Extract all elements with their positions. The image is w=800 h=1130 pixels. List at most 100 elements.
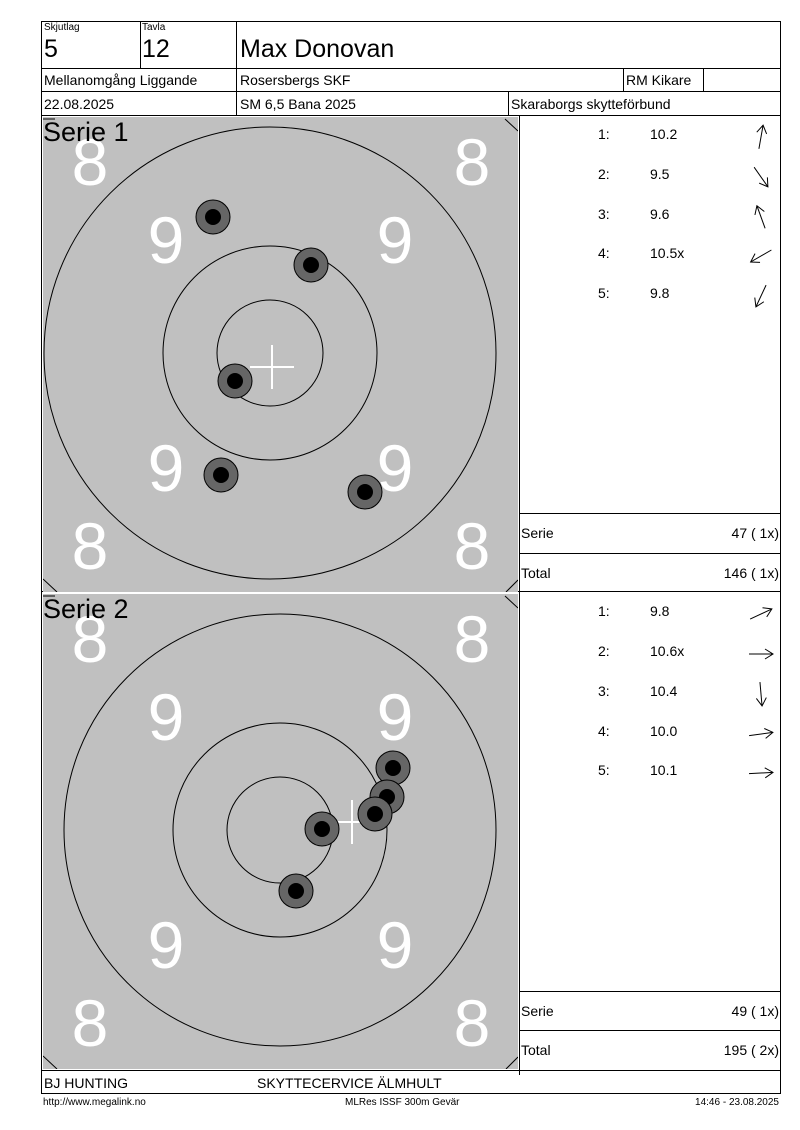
serie-sum-row: Serie 47 ( 1x) bbox=[521, 514, 779, 553]
shot-hole bbox=[304, 811, 340, 847]
federation-label: Skaraborgs skytteförbund bbox=[511, 96, 671, 112]
club-label: Rosersbergs SKF bbox=[240, 72, 351, 88]
total-label: Total bbox=[521, 565, 551, 581]
tavla-value: 12 bbox=[142, 35, 170, 63]
tavla-label: Tavla bbox=[142, 22, 166, 33]
shot-hole bbox=[347, 474, 383, 510]
shot-value: 9.5 bbox=[650, 166, 670, 182]
shot-number: 4: bbox=[598, 245, 610, 261]
ring-number-8: 8 bbox=[72, 986, 109, 1060]
shot-value: 10.1 bbox=[650, 762, 678, 778]
ring-number-8: 8 bbox=[72, 602, 109, 676]
serie-sum-row: Serie 49 ( 1x) bbox=[521, 992, 779, 1031]
shot-row: 4: 10.0 bbox=[598, 723, 778, 743]
footer-url[interactable]: http://www.megalink.no bbox=[43, 1097, 146, 1108]
serie-value: 49 ( 1x) bbox=[731, 1003, 779, 1019]
arrow-right-icon bbox=[748, 767, 774, 779]
shot-number: 3: bbox=[598, 206, 610, 222]
arrow-up-left-icon bbox=[754, 204, 766, 229]
ring-number-8: 8 bbox=[454, 602, 491, 676]
shot-number: 5: bbox=[598, 762, 610, 778]
ring-number-8: 8 bbox=[72, 125, 109, 199]
shot-number: 3: bbox=[598, 683, 610, 699]
serie-title: Serie 1 bbox=[43, 117, 129, 147]
target-face: 8 8 8 8 9 9 9 9 bbox=[43, 117, 518, 592]
target-serie-1: 8 8 8 8 9 9 9 9 Serie 1 bbox=[43, 117, 518, 592]
ring-number-9: 9 bbox=[377, 431, 414, 505]
skjutlag-label: Skjutlag bbox=[44, 22, 80, 33]
ring-number-9: 9 bbox=[148, 203, 185, 277]
shot-value: 10.5x bbox=[650, 245, 685, 261]
shot-holes bbox=[195, 199, 383, 510]
ring-number-9: 9 bbox=[377, 908, 414, 982]
shot-value: 9.6 bbox=[650, 206, 670, 222]
competition-label: SM 6,5 Bana 2025 bbox=[240, 96, 356, 112]
shot-hole bbox=[278, 873, 314, 909]
arrow-down-right-icon bbox=[753, 166, 769, 188]
ring-number-9: 9 bbox=[377, 680, 414, 754]
arrow-right-icon bbox=[749, 648, 774, 660]
target-rings bbox=[63, 613, 497, 1047]
shot-hole bbox=[203, 457, 239, 493]
ring-number-8: 8 bbox=[454, 986, 491, 1060]
aim-cross bbox=[250, 345, 294, 389]
shot-row: 3: 10.4 bbox=[598, 682, 778, 707]
serie-label: Serie bbox=[521, 525, 554, 541]
shot-value: 10.4 bbox=[650, 683, 678, 699]
shot-holes bbox=[278, 750, 411, 909]
shot-number: 4: bbox=[598, 723, 610, 739]
shot-row: 5: 10.1 bbox=[598, 762, 778, 782]
shot-value: 9.8 bbox=[650, 603, 670, 619]
skjutlag-value: 5 bbox=[44, 35, 58, 63]
total-value: 195 ( 2x) bbox=[723, 1042, 779, 1058]
serie-label: Serie bbox=[521, 1003, 554, 1019]
shot-number: 5: bbox=[598, 285, 610, 301]
serie-value: 47 ( 1x) bbox=[731, 525, 779, 541]
shot-value: 10.0 bbox=[650, 723, 678, 739]
target-serie-2: 8 8 8 8 9 9 9 9 Serie 2 bbox=[43, 594, 518, 1069]
ring-number-9: 9 bbox=[148, 908, 185, 982]
shooter-name: Max Donovan bbox=[240, 35, 395, 63]
sponsor-right: SKYTTECERVICE ÄLMHULT bbox=[257, 1075, 442, 1091]
shot-row: 1: 9.8 bbox=[598, 603, 778, 623]
ring-number-8: 8 bbox=[454, 125, 491, 199]
shot-number: 2: bbox=[598, 643, 610, 659]
arrow-down-icon bbox=[755, 682, 767, 707]
total-sum-row: Total 146 ( 1x) bbox=[521, 554, 779, 593]
shot-hole bbox=[357, 796, 393, 832]
target-face: 8 8 8 8 9 9 9 9 bbox=[43, 594, 518, 1069]
class-label: Mellanomgång Liggande bbox=[44, 72, 198, 88]
total-value: 146 ( 1x) bbox=[723, 565, 779, 581]
shot-row: 4: 10.5x bbox=[598, 245, 778, 265]
ring-number-8: 8 bbox=[454, 509, 491, 583]
shot-hole bbox=[375, 750, 411, 786]
target-rings bbox=[43, 126, 497, 580]
arrow-down-left-icon bbox=[754, 284, 767, 308]
shot-number: 2: bbox=[598, 166, 610, 182]
date-label: 22.08.2025 bbox=[44, 96, 115, 112]
shot-value: 10.2 bbox=[650, 126, 678, 142]
ring-number-9: 9 bbox=[148, 680, 185, 754]
ring-number-8: 8 bbox=[72, 509, 109, 583]
arrow-right-icon bbox=[749, 728, 774, 739]
shot-hole bbox=[293, 247, 329, 283]
shot-number: 1: bbox=[598, 603, 610, 619]
shot-row: 5: 9.8 bbox=[598, 284, 778, 308]
shot-row: 1: 10.2 bbox=[598, 124, 778, 149]
shot-row: 3: 9.6 bbox=[598, 204, 778, 229]
shot-row: 2: 9.5 bbox=[598, 166, 778, 188]
sight-label: RM Kikare bbox=[626, 72, 692, 88]
shot-hole bbox=[217, 363, 253, 399]
total-sum-row: Total 195 ( 2x) bbox=[521, 1031, 779, 1070]
shot-value: 10.6x bbox=[650, 643, 685, 659]
serie-title: Serie 2 bbox=[43, 594, 129, 624]
arrow-down-left-icon bbox=[749, 249, 772, 263]
footer-software: MLRes ISSF 300m Gevär bbox=[345, 1097, 460, 1108]
shot-value: 9.8 bbox=[650, 285, 670, 301]
arrow-up-right-icon bbox=[749, 607, 773, 620]
ring-number-9: 9 bbox=[148, 431, 185, 505]
ring-number-9: 9 bbox=[377, 203, 414, 277]
sponsor-left: BJ HUNTING bbox=[44, 1075, 128, 1091]
shot-hole bbox=[195, 199, 231, 235]
arrow-up-icon bbox=[756, 124, 768, 149]
